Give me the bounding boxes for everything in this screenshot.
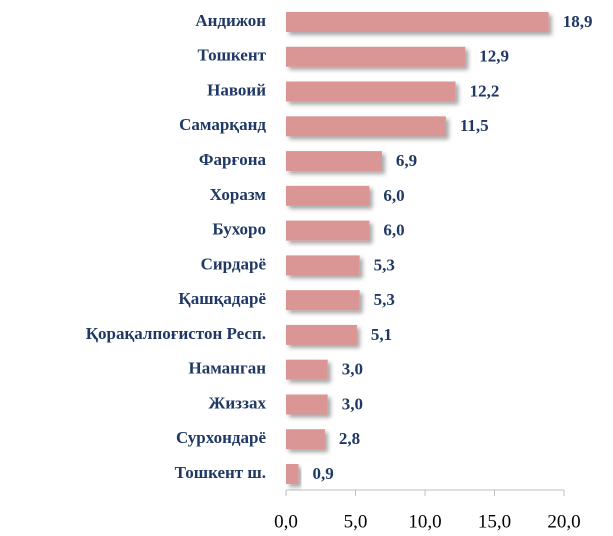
x-tick-label: 10,0 xyxy=(408,511,441,532)
bar xyxy=(286,220,370,241)
bar xyxy=(286,290,360,311)
y-tick-label: Бухоро xyxy=(212,220,266,239)
bar xyxy=(286,81,456,102)
data-label: 6,9 xyxy=(396,151,417,170)
data-label: 12,9 xyxy=(479,47,509,66)
bar xyxy=(286,116,446,137)
bar xyxy=(286,46,466,67)
bar xyxy=(286,359,328,380)
data-label: 5,3 xyxy=(374,290,395,309)
data-label: 11,5 xyxy=(460,116,489,135)
y-tick-label: Жиззах xyxy=(209,393,267,412)
x-tick-label: 5,0 xyxy=(344,511,368,532)
x-tick-label: 15,0 xyxy=(478,511,511,532)
data-label: 5,1 xyxy=(371,325,392,344)
y-tick-label: Сурхондарё xyxy=(176,428,267,447)
data-label: 12,2 xyxy=(470,81,500,100)
y-tick-label: Навоий xyxy=(207,80,266,99)
data-label: 6,0 xyxy=(383,186,404,205)
data-label: 5,3 xyxy=(374,255,395,274)
y-tick-label: Сирдарё xyxy=(201,254,267,273)
y-tick-label: Қашқадарё xyxy=(178,289,266,308)
y-tick-label: Тошкент xyxy=(198,46,267,65)
data-label: 3,0 xyxy=(342,394,363,413)
data-label: 0,9 xyxy=(313,464,334,483)
bar xyxy=(286,324,357,345)
y-tick-label: Фарғона xyxy=(199,150,267,169)
bar xyxy=(286,185,370,206)
bar xyxy=(286,394,328,415)
bar xyxy=(286,12,549,32)
y-tick-label: Наманган xyxy=(189,359,267,378)
data-label: 18,9 xyxy=(563,12,593,31)
y-tick-label: Қорақалпоғистон Респ. xyxy=(86,324,266,343)
bar xyxy=(286,464,299,485)
x-tick-label: 20,0 xyxy=(547,511,580,532)
data-label: 3,0 xyxy=(342,360,363,379)
y-tick-label: Тошкент ш. xyxy=(175,463,266,482)
y-tick-label: Самарқанд xyxy=(179,115,266,134)
data-label: 2,8 xyxy=(339,429,360,448)
bar xyxy=(286,151,382,172)
bar xyxy=(286,429,325,450)
x-tick-label: 0,0 xyxy=(274,511,298,532)
y-tick-label: Хоразм xyxy=(210,185,267,204)
y-tick-label: Андижон xyxy=(195,11,266,30)
bar xyxy=(286,255,360,276)
data-label: 6,0 xyxy=(383,221,404,240)
